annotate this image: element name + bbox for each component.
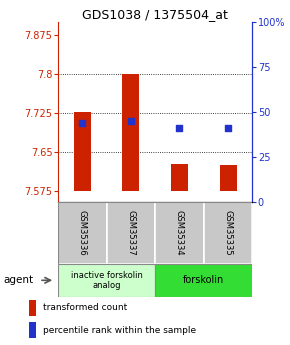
Bar (155, 264, 252, 297)
Text: agent: agent (3, 275, 33, 285)
Bar (28, 300, 36, 316)
Point (128, 118, 133, 124)
Bar (58, 202, 106, 264)
Text: percentile rank within the sample: percentile rank within the sample (43, 326, 196, 335)
Bar (28, 322, 36, 338)
Bar (204, 202, 252, 264)
Text: GSM35334: GSM35334 (175, 210, 184, 256)
Point (226, 125, 230, 131)
Point (177, 125, 182, 131)
Point (80, 120, 85, 126)
Text: transformed count: transformed count (43, 303, 127, 313)
Text: GSM35337: GSM35337 (126, 210, 135, 256)
Bar (58, 264, 155, 297)
Bar (155, 202, 204, 264)
Text: GSM35336: GSM35336 (78, 210, 87, 256)
Text: inactive forskolin
analog: inactive forskolin analog (71, 270, 142, 290)
Text: forskolin: forskolin (183, 275, 224, 285)
Bar (74, 112, 91, 191)
Bar (122, 75, 139, 191)
Bar (171, 164, 188, 191)
Bar (220, 165, 237, 191)
Text: GSM35335: GSM35335 (224, 210, 233, 256)
Bar (106, 202, 155, 264)
Title: GDS1038 / 1375504_at: GDS1038 / 1375504_at (82, 8, 228, 21)
